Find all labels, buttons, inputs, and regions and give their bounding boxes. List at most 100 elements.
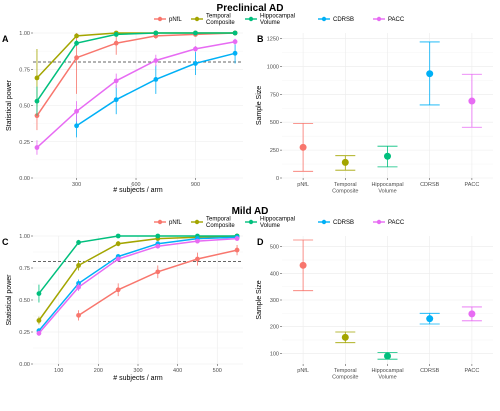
data-point <box>468 310 476 318</box>
y-tick-label: 0 <box>276 176 279 182</box>
legend-label: PACC <box>388 220 405 226</box>
series-hippocampal-volume <box>36 233 240 303</box>
legend-key-marker <box>248 219 254 225</box>
x-axis-title: # subjects / arm <box>113 375 163 382</box>
data-point <box>74 108 79 114</box>
data-point <box>232 30 238 36</box>
x-axis-title: # subjects / arm <box>113 187 163 194</box>
legend-key-marker <box>321 219 327 225</box>
y-axis-title: Sample Size <box>256 280 263 319</box>
x-tick-label: CDRSB <box>420 182 440 188</box>
x-tick-label: 300 <box>72 182 81 188</box>
data-point <box>34 75 40 81</box>
panel-a-power-chart: 0.00 0.25 0.50 0.75 1.00 Statistical power 300… <box>6 30 243 194</box>
legend-label: CDRSB <box>333 220 354 226</box>
legend-key-marker <box>376 16 382 22</box>
data-point <box>195 256 200 262</box>
legend-item-cdrsb: CDRSB <box>318 219 354 226</box>
data-point <box>153 30 159 36</box>
legend-label: PACC <box>388 17 405 23</box>
data-point <box>34 98 40 104</box>
series-line <box>36 32 236 102</box>
data-point <box>155 243 161 249</box>
series-line <box>38 235 238 321</box>
series-hippocampal-volume <box>34 30 238 116</box>
data-point <box>193 61 198 66</box>
x-tick-label: PACC <box>464 182 479 188</box>
x-tick-label: 900 <box>191 182 200 188</box>
y-tick-label: 500 <box>270 245 279 251</box>
data-point <box>36 291 42 296</box>
y-tick-label: 200 <box>270 325 279 331</box>
y-tick-label: 250 <box>270 148 279 154</box>
data-point <box>299 261 307 269</box>
legend-item-pacc: PACC <box>373 219 405 226</box>
legend-label: Hippocampal Volume <box>260 14 295 27</box>
y-axis-title: Statistical power <box>6 79 13 131</box>
y-tick-label: 0.00 <box>19 176 30 182</box>
y-tick-label: 750 <box>270 92 279 98</box>
legend-item-pnfl: pNfL <box>154 219 182 226</box>
panel-letter-c: C <box>2 237 9 247</box>
series-hippocampal-volume <box>377 145 398 168</box>
section-title-preclinical: Preclinical AD <box>217 3 284 14</box>
y-tick-label: 1000 <box>267 64 279 70</box>
data-point <box>113 78 119 84</box>
legend-item-pnfl: pNfL <box>154 16 182 23</box>
series-cdrsb <box>419 312 440 325</box>
y-tick-label: 0.00 <box>19 362 30 368</box>
data-point <box>115 233 121 239</box>
x-tick-label: Temporal Composite <box>332 182 358 195</box>
y-tick-label: 300 <box>270 298 279 304</box>
series-line <box>38 236 238 332</box>
y-tick-label: 1.00 <box>19 234 30 240</box>
legend-key-marker <box>321 16 327 22</box>
y-tick-label: 0.50 <box>19 104 30 110</box>
y-tick-label: 0.25 <box>19 330 30 336</box>
data-point <box>113 40 119 46</box>
series-pacc <box>461 306 482 322</box>
legend-label: Hippocampal Volume <box>260 217 295 230</box>
data-point <box>113 97 119 103</box>
data-point <box>193 30 198 36</box>
data-point <box>115 287 121 293</box>
data-point <box>234 236 240 241</box>
data-point <box>193 46 198 52</box>
legend-key-marker <box>376 219 382 225</box>
legend-key-marker <box>248 16 254 22</box>
x-tick-label: Hippocampal Volume <box>371 182 403 195</box>
data-point <box>155 269 161 275</box>
series-pacc <box>36 236 240 336</box>
panel-letter-d: D <box>257 237 264 247</box>
panel-letter-b: B <box>257 34 264 44</box>
legend-key-marker <box>157 16 163 22</box>
data-point <box>36 330 42 336</box>
series-pnfl <box>76 244 240 321</box>
section-title-mild: Mild AD <box>232 206 269 217</box>
y-tick-label: 0.75 <box>19 266 30 272</box>
x-tick-label: 500 <box>213 368 222 374</box>
data-point <box>232 50 238 56</box>
data-point <box>76 240 81 245</box>
x-tick-label: 100 <box>54 368 63 374</box>
legend-label: Temporal Composite <box>206 14 235 27</box>
y-tick-label: 500 <box>270 120 279 126</box>
series-pnfl <box>293 122 314 172</box>
legend-preclinical: pNfL Temporal Composite Hippocampal Volume CD… <box>154 14 405 27</box>
y-axis-title: Sample Size <box>256 86 263 125</box>
x-tick-label: 600 <box>131 182 140 188</box>
data-point <box>341 158 349 166</box>
data-point <box>153 77 159 82</box>
y-tick-label: 400 <box>270 271 279 277</box>
data-point <box>153 58 159 63</box>
data-point <box>155 233 161 239</box>
x-tick-label: CDRSB <box>420 368 440 374</box>
x-tick-label: 300 <box>133 368 142 374</box>
data-point <box>426 315 434 323</box>
data-point <box>76 284 81 290</box>
panel-d-sample-size-chart: 100 200 300 400 500 Sample Size pNfL Temporal Co… <box>256 236 493 381</box>
y-tick-label: 0.75 <box>19 67 30 73</box>
data-point <box>76 312 81 318</box>
legend-key-marker <box>194 16 200 22</box>
data-point <box>426 70 434 78</box>
